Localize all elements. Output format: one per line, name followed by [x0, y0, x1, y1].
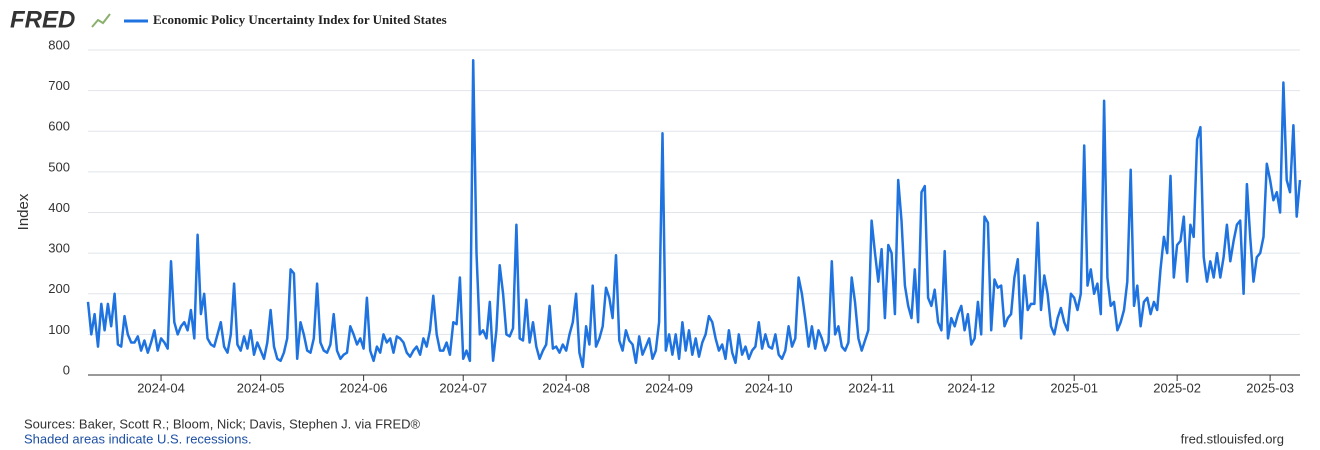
y-tick-label: 200 [48, 281, 70, 296]
logo-icon [91, 13, 111, 28]
legend-label: Economic Policy Uncertainty Index for Un… [153, 12, 447, 27]
x-tick-label: 2025-02 [1153, 380, 1201, 395]
y-tick-label: 500 [48, 159, 70, 174]
brand-logo[interactable]: FRED [10, 6, 75, 33]
y-axis-label: Index [15, 193, 32, 230]
y-tick-label: 100 [48, 322, 70, 337]
recession-note[interactable]: Shaded areas indicate U.S. recessions. [24, 431, 252, 446]
x-tick-label: 2024-06 [340, 380, 388, 395]
y-tick-label: 800 [48, 37, 70, 52]
y-tick-label: 400 [48, 200, 70, 215]
source: Sources: Baker, Scott R.; Bloom, Nick; D… [24, 416, 421, 431]
x-tick-label: 2024-11 [848, 380, 895, 395]
x-tick-label: 2024-08 [542, 380, 590, 395]
site-url[interactable]: fred.stlouisfed.org [1181, 431, 1284, 446]
x-tick-label: 2025-03 [1246, 380, 1294, 395]
y-tick-label: 0 [63, 362, 70, 377]
x-tick-label: 2024-05 [237, 380, 285, 395]
y-tick-label: 300 [48, 241, 70, 256]
x-tick-label: 2024-12 [947, 380, 995, 395]
x-tick-label: 2024-09 [645, 380, 693, 395]
y-tick-label: 600 [48, 119, 70, 134]
y-tick-label: 700 [48, 78, 70, 93]
x-tick-label: 2024-07 [439, 380, 487, 395]
x-tick-label: 2024-04 [137, 380, 185, 395]
data-line [86, 58, 1302, 369]
x-tick-label: 2024-10 [745, 380, 793, 395]
x-tick-label: 2025-01 [1050, 380, 1098, 395]
